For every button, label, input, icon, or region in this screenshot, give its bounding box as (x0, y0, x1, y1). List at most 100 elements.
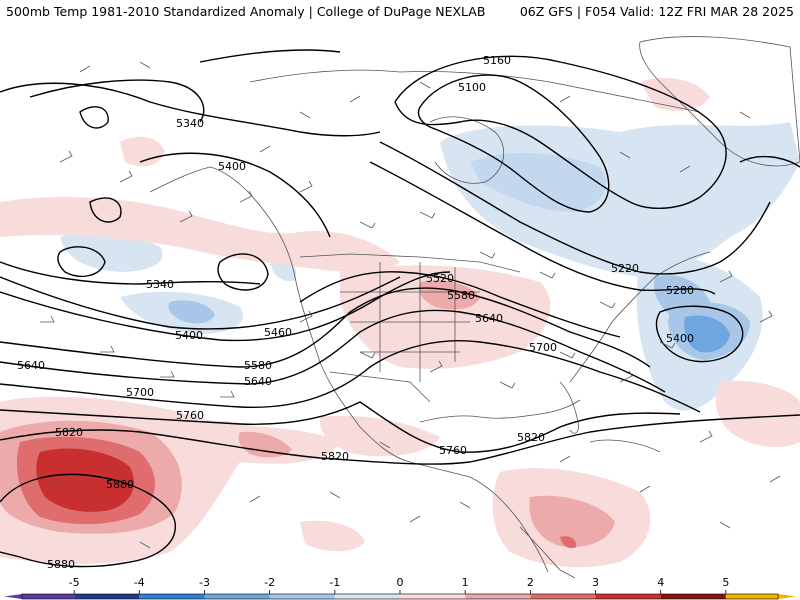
contour-5880 (0, 473, 176, 568)
arctic-coast (249, 69, 701, 113)
contour-label: 5400 (218, 160, 246, 173)
colorbar-segment (22, 594, 75, 599)
colorbar-segment (400, 594, 466, 599)
anomaly-region (0, 197, 400, 272)
contour-label: 5640 (244, 375, 272, 388)
anomaly-region (440, 122, 800, 277)
colorbar-segment (204, 594, 270, 599)
anomaly-region (60, 231, 163, 272)
contour-5760 (0, 401, 681, 453)
east-coast (569, 251, 711, 383)
contour-label: 5340 (176, 117, 204, 130)
anomaly-region (470, 152, 606, 212)
colorbar-segment (465, 594, 531, 599)
colorbar-ticks: -5 -4 -3 -2 -1 0 1 2 3 4 5 (69, 576, 729, 594)
us-canada-border (299, 253, 521, 273)
contour-label: 5400 (175, 329, 203, 342)
greenland (639, 36, 800, 167)
colorbar-segment (334, 594, 400, 599)
wind-barb (49, 441, 781, 549)
colorbar-max-arrow (778, 594, 796, 599)
contour-5400b (0, 276, 401, 330)
contour-low-gulf-alaska-2 (89, 197, 122, 223)
north-america-west-coast (149, 166, 549, 573)
contour-label: 5820 (55, 426, 83, 439)
anomaly-region (36, 448, 134, 512)
colorbar-tick-label: 4 (657, 576, 664, 589)
contour-label: 5400 (666, 332, 694, 345)
anomaly-region (684, 315, 730, 353)
contour-5580 (0, 287, 651, 368)
contour-label: 5280 (666, 284, 694, 297)
colorbar-tick-label: 2 (527, 576, 534, 589)
colorbar-tick-label: -5 (69, 576, 80, 589)
colorbar-segment (530, 594, 596, 599)
colorbar-tick-label: -2 (264, 576, 275, 589)
contour-label: 5820 (517, 431, 545, 444)
height-contours (0, 49, 800, 568)
contour-label: 5520 (426, 272, 454, 285)
contour-label: 5100 (458, 81, 486, 94)
colorbar-tick-label: 1 (462, 576, 469, 589)
anomaly-region (300, 520, 365, 552)
hudson-bay (429, 116, 504, 184)
contour-5280 (369, 161, 716, 295)
contour-5100 (417, 74, 610, 213)
colorbar: -5 -4 -3 -2 -1 0 1 2 3 4 5 (4, 576, 796, 600)
gulf-coast (419, 399, 581, 423)
colorbar-segment (725, 594, 778, 599)
colorbar-min-arrow (4, 594, 22, 599)
anomaly-region (340, 265, 551, 369)
contour-label: 5760 (176, 409, 204, 422)
anomaly-region (715, 380, 800, 448)
contour-label: 5700 (126, 386, 154, 399)
model-run-info: 06Z GFS | F054 Valid: 12Z FRI MAR 28 202… (519, 4, 794, 19)
contour-5460 (0, 271, 451, 342)
contour-5160 (394, 55, 727, 210)
contour-label: 5340 (146, 278, 174, 291)
contour-label: 5460 (264, 326, 292, 339)
contour-label: 5640 (475, 312, 503, 325)
contour-label: 5220 (611, 262, 639, 275)
anomaly-map: 5160 5100 5340 5400 5340 5220 5520 5580 5280 5640… (0, 36, 800, 578)
anomaly-region (319, 415, 440, 457)
colorbar-tick-label: -4 (134, 576, 145, 589)
contour-label: 5160 (483, 54, 511, 67)
wind-barb (59, 150, 773, 349)
contour-low-bering (57, 246, 106, 278)
contour-5340a (0, 82, 381, 137)
contour-east (739, 155, 800, 168)
contour-5640 (0, 309, 666, 393)
contour-5520 (299, 271, 621, 338)
anomaly-region (180, 460, 222, 484)
negative-anomaly-shading (60, 122, 800, 411)
map-title: 500mb Temp 1981-2010 Standardized Anomal… (6, 4, 486, 19)
florida (559, 381, 579, 434)
central-america (519, 526, 576, 578)
state-lines (340, 262, 480, 382)
colorbar-segment (660, 594, 726, 599)
anomaly-region (560, 536, 577, 549)
contour-label: 5880 (106, 478, 134, 491)
contour-label: 5640 (17, 359, 45, 372)
contour-label: 5820 (321, 450, 349, 463)
contour-arctic-1 (29, 79, 205, 123)
wind-barb (40, 310, 713, 443)
colorbar-tick-label: -3 (199, 576, 210, 589)
wind-barb (79, 61, 751, 173)
colorbar-segment (74, 594, 140, 599)
colorbar-tick-label: 0 (397, 576, 404, 589)
anomaly-region (270, 260, 297, 282)
us-mexico-border (329, 371, 431, 403)
contour-label: 5880 (47, 558, 75, 571)
colorbar-segment (139, 594, 205, 599)
contour-5340b (0, 261, 261, 285)
contour-low-gulf-alaska-1 (79, 106, 109, 129)
colorbar-tick-label: -1 (329, 576, 340, 589)
colorbar-tick-label: 3 (592, 576, 599, 589)
colorbar-segment (595, 594, 661, 599)
anomaly-region (238, 431, 292, 458)
colorbar-tick-label: 5 (722, 576, 729, 589)
contour-label: 5580 (244, 359, 272, 372)
contour-label: 5580 (447, 289, 475, 302)
